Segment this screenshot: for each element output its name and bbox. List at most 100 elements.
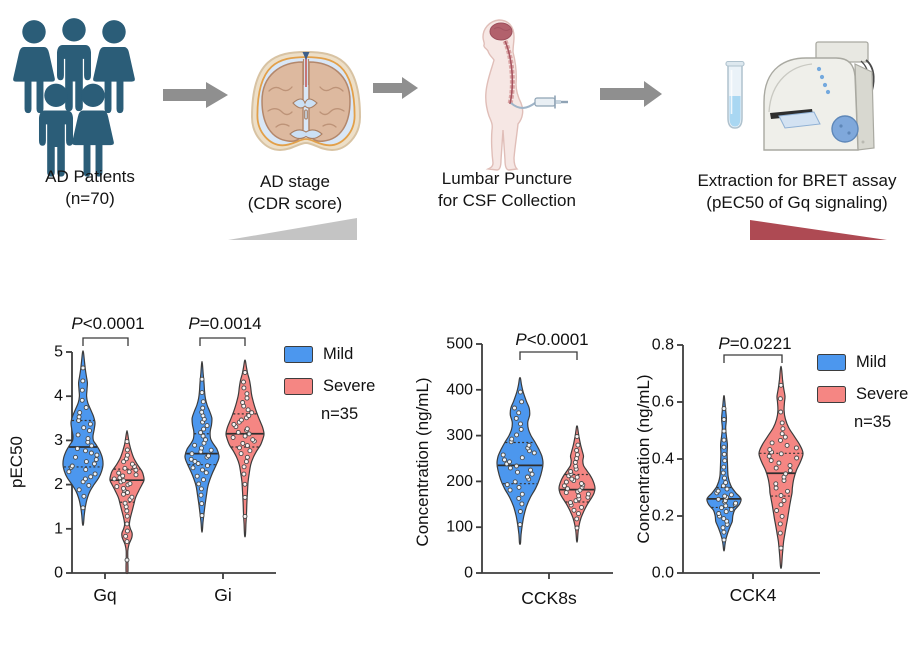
data-point [576,493,582,499]
data-point [777,530,783,536]
violin-shape [758,365,804,569]
data-point [243,459,249,465]
data-point [576,511,581,517]
data-point [246,413,252,419]
violin-cck8s-severe [558,425,596,543]
data-point [574,447,580,453]
data-point [719,505,724,511]
data-point [507,459,512,465]
flow-arrow-3 [600,81,662,107]
reader-knob [831,115,859,143]
data-point [504,482,510,488]
data-point [83,405,89,410]
data-point [512,405,517,411]
data-point [516,495,522,501]
data-point [778,437,783,443]
y-tick-label: 0.8 [652,337,674,354]
data-point [245,407,251,413]
data-point [124,557,130,563]
data-point [568,469,574,474]
data-point [574,452,580,458]
legend-row-severe: Severe [284,377,375,396]
brain-fissure [302,52,310,87]
data-point [509,436,515,442]
caption-bret-assay: Extraction for BRET assay (pEC50 of Gq s… [667,170,924,213]
data-point [75,432,81,438]
data-point [721,428,727,434]
data-point [121,459,127,465]
data-point [507,465,513,471]
data-point [82,476,88,482]
data-point [124,539,130,545]
caption-ad-patients: AD Patients (n=70) [8,166,172,209]
data-point [208,447,214,453]
data-point [517,389,523,395]
significance-bracket [519,351,578,360]
data-point [124,513,130,519]
data-point [124,452,130,458]
violin-gi-mild [184,361,220,533]
data-point [778,493,784,498]
data-point [529,471,535,477]
data-point [721,451,727,457]
violin-shape [558,425,596,543]
brain-illustration [250,50,362,152]
data-point [721,516,727,522]
flow-arrow-1 [163,82,228,108]
data-point [69,463,75,469]
cdr-increase-wedge [228,218,357,240]
data-point [563,490,569,496]
data-point [235,429,241,435]
data-point [85,436,91,442]
data-point [79,387,85,393]
data-point [80,505,86,511]
data-point [121,485,126,491]
data-point [724,518,730,524]
data-point [200,433,206,439]
data-point [514,463,519,469]
data-point [89,443,95,449]
violin-gq-severe [109,430,145,575]
data-point [66,469,72,475]
x-category-label: CCK4 [730,585,777,605]
data-point [205,463,210,469]
data-point [91,461,97,467]
data-point [200,405,206,411]
data-point [572,459,578,465]
data-point [513,415,519,421]
x-category-label: CCK8s [521,588,577,608]
data-point [793,445,799,451]
data-point [80,365,86,371]
data-point [728,492,734,498]
data-point [525,474,530,480]
data-point [519,455,525,461]
violin-shape [496,376,544,545]
data-point [94,452,100,458]
violin-cck4-mild [706,395,742,552]
data-point [574,456,580,461]
caption-line: Lumbar Puncture [441,169,573,188]
data-point [779,431,785,437]
violin-plot-CCK8s: 0 100 200 300 400 500 Concentration (ng/mL) CCK… [413,330,613,608]
data-point [575,442,581,448]
data-point [74,446,80,452]
data-point [787,463,793,468]
tube-rim [725,60,745,67]
data-point [246,431,252,437]
data-point [519,491,525,497]
data-point [781,498,787,503]
data-point [579,504,584,510]
data-point [190,465,196,471]
brain-ventricles [289,98,323,140]
y-tick-label: 0.0 [652,565,674,582]
data-point [507,487,513,493]
data-point [721,537,727,543]
data-point [92,471,98,477]
data-point [124,528,130,534]
data-point [774,508,780,513]
data-point [244,391,250,397]
data-point [116,470,122,476]
y-tick-label: 3 [54,432,63,449]
caption-ad-stage: AD stage (CDR score) [213,171,377,214]
